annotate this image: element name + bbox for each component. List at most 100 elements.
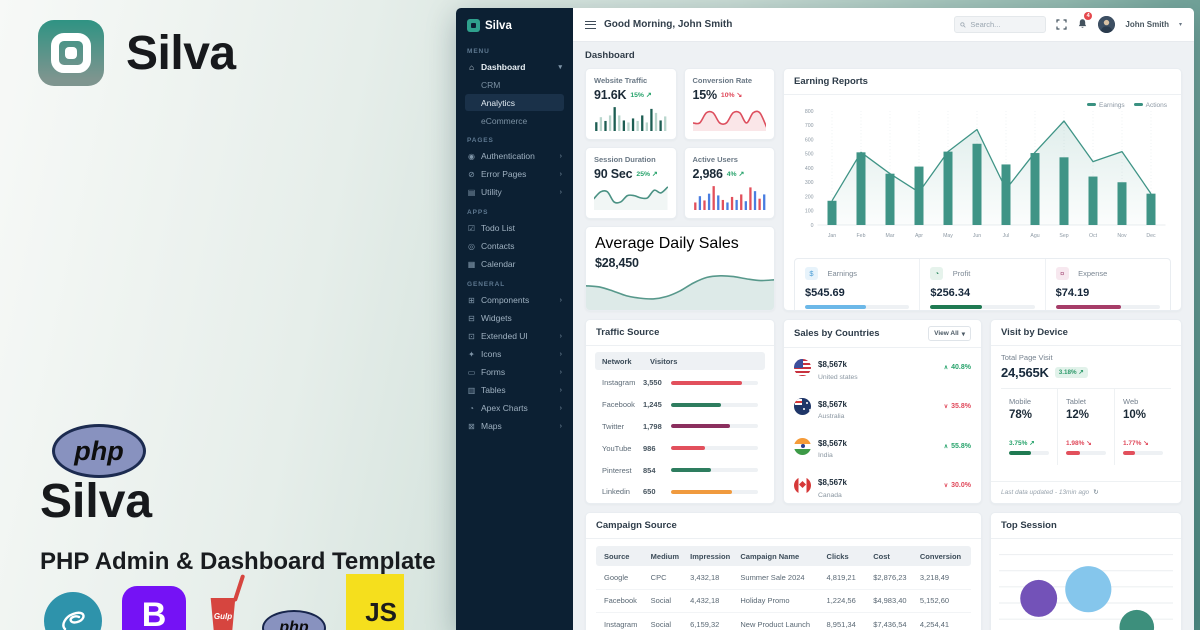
sidebar-logo[interactable]: Silva <box>465 16 564 40</box>
expense-summary-cell: ¤ Expense $74.19 <box>1044 259 1170 310</box>
stat-value: 91.6K <box>594 88 627 102</box>
top-session-chart <box>999 543 1173 630</box>
svg-text:Mar: Mar <box>886 233 895 239</box>
sidebar-item-ecommerce[interactable]: eCommerce <box>481 115 528 126</box>
chart-icon: ◔ <box>469 403 474 413</box>
device-web: Web 10% 1.77% ↘ <box>1114 389 1171 465</box>
chevron-down-icon: ▾ <box>558 64 562 71</box>
visit-by-device-card: Visit by Device Total Page Visit 24,565K… <box>990 319 1182 504</box>
chevron-right-icon: › <box>559 404 562 412</box>
active-users-chart <box>693 184 767 210</box>
card-title: Traffic Source <box>586 320 774 346</box>
stat-title: Conversion Rate <box>692 76 753 85</box>
sidebar-item-apex-charts[interactable]: ◔ Apex Charts › <box>465 399 564 417</box>
search-box[interactable] <box>954 16 1047 33</box>
error-icon: ⊘ <box>468 169 475 179</box>
sidebar-item-extended-ui[interactable]: ⊡ Extended UI › <box>465 327 564 345</box>
components-icon: ⊞ <box>468 295 475 305</box>
growth-badge: 3.18% ↗ <box>1054 367 1088 378</box>
trend-up-icon: ↗ <box>645 92 652 99</box>
trend-up-icon: ↗ <box>651 171 658 178</box>
caret-up-icon: ∧ <box>943 365 949 372</box>
sidebar-item-todo-list[interactable]: ☑ Todo List <box>465 219 564 237</box>
fullscreen-icon[interactable] <box>1056 19 1068 30</box>
todo-icon: ☑ <box>467 223 476 233</box>
average-daily-sales-card: Average Daily Sales $28,450 <box>585 226 775 311</box>
last-updated-text: Last data updated - 13min ago <box>1001 488 1090 496</box>
dashboard-screenshot: Silva MENU ⌂ Dashboard ▾ CRM Analytics e… <box>456 8 1194 630</box>
chevron-down-icon[interactable]: ▾ <box>1178 22 1182 28</box>
sales-by-countries-card: Sales by Countries View All ▾ $8,567k Unit… <box>783 319 982 504</box>
flag-us-icon <box>794 359 811 377</box>
table-row: YouTube 986 <box>595 437 765 459</box>
sidebar-item-authentication[interactable]: ◉ Authentication › <box>465 147 564 165</box>
legend-dot <box>1133 102 1143 106</box>
table-row: Instagram 3,550 <box>595 372 765 394</box>
earning-summary: $ Earnings $545.69 ◔ Profit $256.34 <box>794 258 1171 310</box>
sidebar-item-dashboard[interactable]: ⌂ Dashboard ▾ <box>465 58 564 76</box>
table-row: Linkedin 650 <box>595 481 765 503</box>
total-page-visit-value: 24,565K <box>1001 365 1049 380</box>
view-all-button[interactable]: View All ▾ <box>928 326 971 341</box>
sidebar-item-widgets[interactable]: ⊟ Widgets <box>465 309 564 327</box>
sidebar-logo-text: Silva <box>485 19 512 32</box>
table-row: Pinterest 854 <box>595 459 765 481</box>
sidebar-item-error-pages[interactable]: ⊘ Error Pages › <box>465 165 564 183</box>
search-input[interactable] <box>970 20 1041 29</box>
svg-text:300: 300 <box>805 180 814 186</box>
tech-icons-row: B Gulp php JS <box>44 574 404 630</box>
sidebar-item-icons[interactable]: ✦ Icons › <box>465 345 564 363</box>
sidebar-item-forms[interactable]: ▭ Forms › <box>465 363 564 381</box>
table-row: Google CPC 3,432,18 Summer Sale 2024 4,8… <box>596 566 971 590</box>
card-title: Earning Reports <box>784 69 1181 95</box>
sidebar-item-tables[interactable]: ▥ Tables › <box>465 381 564 399</box>
country-row: $8,567k Australia ∨ 35.8% <box>784 387 981 426</box>
country-row: $8,567k India ∧ 55.8% <box>784 427 981 466</box>
average-daily-sales-chart <box>586 264 774 310</box>
sidebar-item-analytics[interactable]: Analytics <box>465 94 564 111</box>
flag-australia-icon <box>794 398 811 416</box>
sidebar-item-utility[interactable]: ▤ Utility › <box>465 183 564 201</box>
summary-label: Earnings <box>827 269 858 279</box>
chevron-right-icon: › <box>559 332 562 340</box>
table-row: Facebook Social 4,432,18 Holiday Promo 1… <box>596 590 971 614</box>
bell-icon[interactable]: 4 <box>1077 11 1093 34</box>
progress-bar <box>671 402 721 407</box>
svg-text:Feb: Feb <box>857 233 866 239</box>
chevron-right-icon: › <box>559 296 562 304</box>
session-duration-card: Session Duration 90 Sec 25% ↗ <box>585 147 677 219</box>
flag-india-icon <box>794 437 811 455</box>
website-traffic-chart <box>594 105 668 131</box>
caret-down-icon: ∨ <box>943 404 949 411</box>
php-small-icon: php <box>262 610 326 630</box>
user-name[interactable]: John Smith <box>1125 20 1169 29</box>
file-icon: ▤ <box>467 187 476 197</box>
sidebar-item-contacts[interactable]: ◎ Contacts <box>465 237 564 255</box>
svg-text:Nov: Nov <box>1117 233 1127 239</box>
earning-reports-card: Earning Reports Earnings Actions 0 100 200… <box>783 68 1182 311</box>
map-icon: ⊠ <box>468 421 475 431</box>
php-logo: php <box>52 424 146 478</box>
refresh-icon[interactable]: ↻ <box>1093 489 1099 496</box>
sidebar-item-components[interactable]: ⊞ Components › <box>465 291 564 309</box>
card-title: Top Session <box>991 513 1181 539</box>
chevron-right-icon: › <box>559 386 562 394</box>
trend-down-icon: ↘ <box>736 92 743 99</box>
avatar[interactable] <box>1098 16 1116 33</box>
sidebar-item-crm[interactable]: CRM <box>481 79 501 90</box>
sidebar-item-calendar[interactable]: ▦ Calendar <box>465 255 564 273</box>
search-icon <box>960 21 967 28</box>
section-label-general: GENERAL <box>467 281 506 288</box>
chart-legend: Earnings Actions <box>1087 102 1167 109</box>
sidebar-item-label: Utility <box>481 187 502 197</box>
pie-chart-icon: ◔ <box>930 267 944 281</box>
hamburger-icon[interactable] <box>585 20 596 29</box>
svg-text:200: 200 <box>805 194 814 200</box>
table-icon: ▥ <box>467 385 476 395</box>
table-row: Instagram Social 6,159,32 New Product La… <box>596 613 971 630</box>
sidebar-item-label: Widgets <box>481 313 512 323</box>
sidebar-item-maps[interactable]: ⊠ Maps › <box>465 417 564 435</box>
svg-text:Jun: Jun <box>973 233 981 239</box>
sidebar-item-label: Apex Charts <box>481 403 528 413</box>
